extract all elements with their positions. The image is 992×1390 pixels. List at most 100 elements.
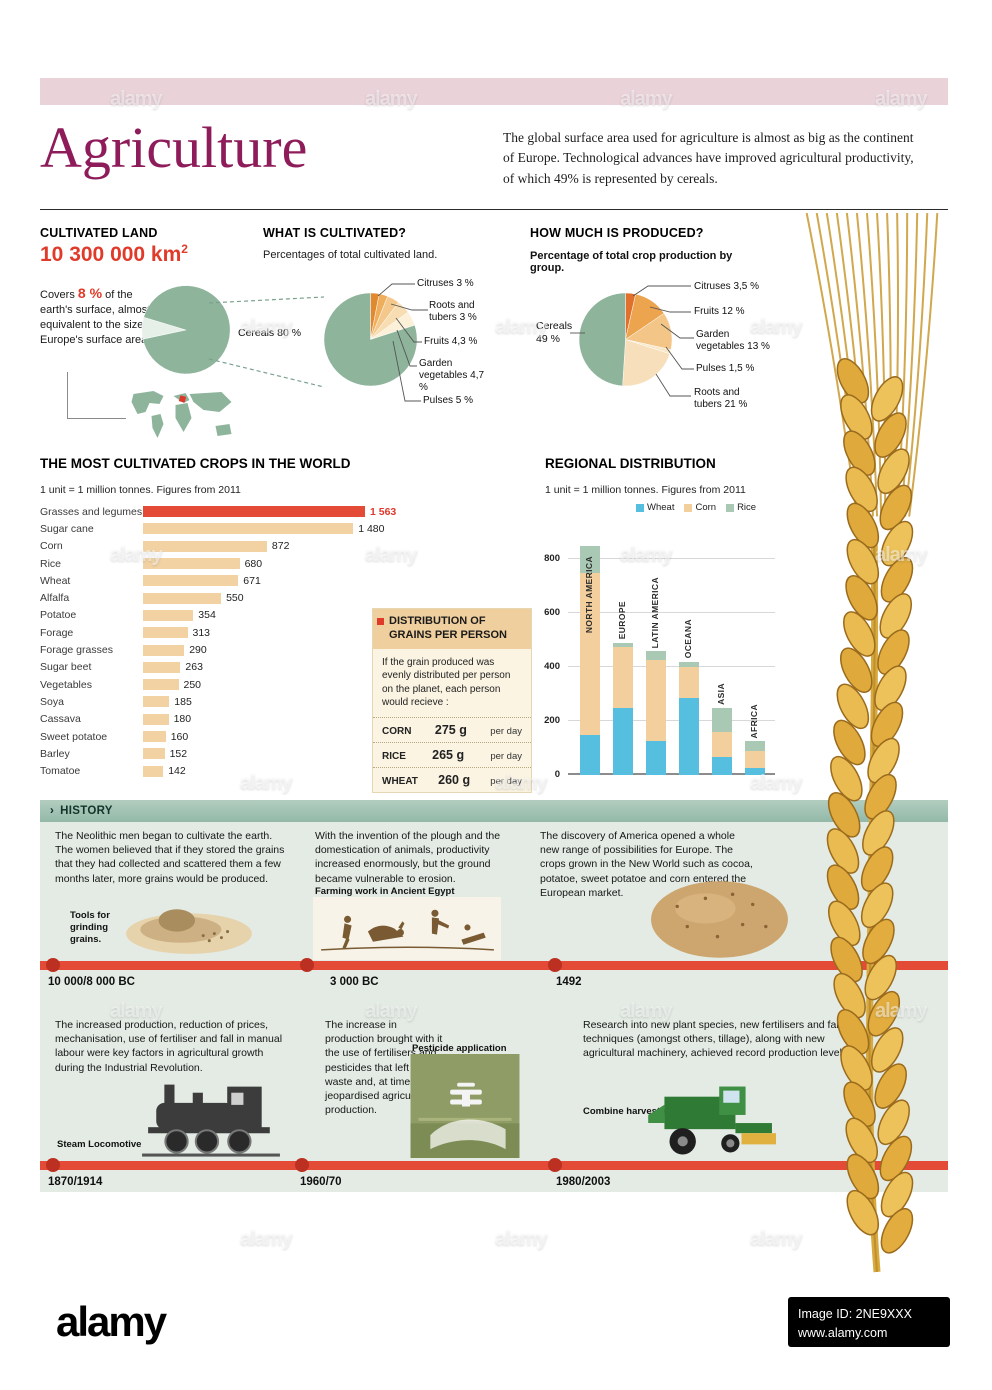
bar-segment-corn — [613, 646, 633, 708]
timeline-date: 1960/70 — [300, 1176, 342, 1188]
crop-row: Wheat 671 — [40, 572, 510, 589]
covers-percent: 8 % — [77, 285, 103, 301]
section-heading-how-much-produced: HOW MUCH IS PRODUCED? — [530, 226, 704, 240]
bar-segment-corn — [712, 731, 732, 758]
y-axis-tick: 800 — [544, 553, 560, 564]
crop-bar — [143, 679, 179, 691]
intro-paragraph: The global surface area used for agricul… — [503, 130, 914, 186]
grain-name: RICE — [382, 750, 406, 762]
region-label: NORTH AMERICA — [584, 556, 594, 634]
crop-row: Barley 152 — [40, 745, 510, 762]
y-axis-tick: 200 — [544, 715, 560, 726]
history-panel-text: The increased production, reduction of p… — [55, 1019, 283, 1074]
pie-label-roots-tubers: Roots and tubers 3 % — [429, 300, 477, 323]
history-panel-text: The discovery of America opened a whole … — [540, 830, 753, 899]
crop-bar — [143, 644, 185, 656]
crop-label: Vegetables — [40, 678, 92, 691]
crop-value: 250 — [183, 678, 202, 691]
bar-segment-corn — [679, 666, 699, 699]
crop-row: Soya 185 — [40, 693, 510, 710]
crop-label: Sweet potatoe — [40, 730, 108, 743]
bar-segment-rice — [679, 661, 699, 667]
europe-marker — [178, 395, 187, 403]
history-panel-text: With the invention of the plough and the… — [315, 830, 501, 885]
legend-swatch — [726, 503, 735, 512]
crop-label: Alfalfa — [40, 592, 70, 605]
crop-value: 290 — [189, 644, 207, 657]
crop-value: 152 — [169, 747, 188, 760]
crop-label: Wheat — [40, 574, 71, 587]
history-panel-text: The Neolithic men began to cultivate the… — [55, 830, 285, 885]
area-exponent: 2 — [181, 242, 188, 256]
y-axis-tick: 0 — [554, 769, 560, 780]
covers-description: of the earth's surface, almost equivalen… — [40, 289, 156, 346]
legend-label: Corn — [695, 502, 717, 513]
legend-item: Wheat — [636, 502, 674, 513]
map-connector-line — [67, 372, 126, 419]
pie-label-citruses: Citruses 3 % — [417, 278, 474, 289]
caption-steam-locomotive: Steam Locomotive — [57, 1139, 142, 1150]
crop-row: Grasses and legumes 1 563 — [40, 503, 510, 520]
crop-row: Corn 872 — [40, 538, 510, 555]
region-label: LATIN AMERICA — [650, 576, 660, 648]
crop-bar — [143, 765, 164, 777]
caption-combine-harvester: Combine harvester — [583, 1106, 670, 1117]
crop-label: Potatoe — [40, 609, 77, 622]
section-heading-what-is-cultivated: WHAT IS CULTIVATED? — [263, 226, 407, 240]
crops-bar-chart: Grasses and legumes 1 563 Sugar cane 1 480 C… — [40, 503, 510, 780]
legend-swatch — [636, 503, 644, 512]
crop-label: Soya — [40, 695, 64, 708]
timeline-date: 3 000 BC — [330, 976, 379, 988]
bar-segment-rice — [745, 741, 765, 751]
crop-label: Forage grasses — [40, 644, 113, 657]
pie-label-citruses-produced: Citruses 3,5 % — [694, 281, 760, 292]
timeline-date: 1492 — [556, 976, 582, 988]
timeline-bar — [40, 961, 948, 970]
area-number: 10 300 000 km — [40, 243, 182, 266]
crop-bar — [143, 540, 267, 552]
bar-segment-wheat — [613, 707, 633, 775]
crop-bar — [143, 748, 165, 760]
pie-label-fruits-produced: Fruits 12 % — [694, 306, 745, 317]
region-label: OCEANA — [683, 619, 693, 659]
page-title: Agriculture — [40, 115, 308, 180]
crop-label: Grasses and legumes — [40, 505, 143, 518]
legend-swatch — [684, 503, 693, 512]
timeline-dot — [46, 958, 60, 972]
crop-value: 180 — [173, 713, 192, 726]
pie-label-cereals-49: Cereals 49 % — [536, 320, 573, 346]
gridline — [568, 773, 775, 775]
crop-row: Potatoe 354 — [40, 607, 510, 624]
crop-value: 313 — [192, 626, 211, 639]
crop-label: Sugar beet — [40, 661, 92, 674]
legend-item: Corn — [684, 502, 716, 513]
crop-value: 142 — [168, 765, 186, 778]
crop-label: Cassava — [40, 713, 81, 726]
earth-surface-pie-chart — [141, 285, 231, 375]
grain-per: per day — [490, 775, 522, 787]
crop-value: 185 — [174, 695, 192, 708]
bar-segment-rice — [580, 545, 600, 573]
section-heading-cultivated-land: CULTIVATED LAND — [40, 226, 158, 240]
timeline-date: 1870/1914 — [48, 1176, 103, 1188]
crop-value: 872 — [271, 540, 290, 553]
crop-bar — [143, 609, 194, 621]
crop-bar — [143, 696, 170, 708]
crop-row: Forage grasses 290 — [40, 641, 510, 658]
cultivated-area-value: 10 300 000 km2 — [40, 242, 188, 267]
pie-label-pulses: Pulses 5 % — [423, 395, 474, 406]
bar-segment-rice — [712, 707, 732, 732]
pie-label-roots-produced: Roots and tubers 21 % — [694, 387, 748, 410]
caption-egypt-farming: Farming work in Ancient Egypt — [315, 886, 455, 897]
grain-per: per day — [490, 725, 522, 737]
chevron-icon: › — [50, 805, 55, 817]
grain-row-corn: CORN 275 g per day — [373, 716, 531, 742]
region-label: AFRICA — [749, 703, 759, 739]
crop-bar — [143, 627, 188, 639]
regional-y-axis: 0 200 400 600 800 — [534, 525, 562, 780]
regional-chart-title: REGIONAL DISTRIBUTION — [545, 456, 716, 471]
bar-segment-wheat — [646, 741, 666, 775]
crop-row: Alfalfa 550 — [40, 589, 510, 606]
grain-name: WHEAT — [382, 775, 418, 787]
